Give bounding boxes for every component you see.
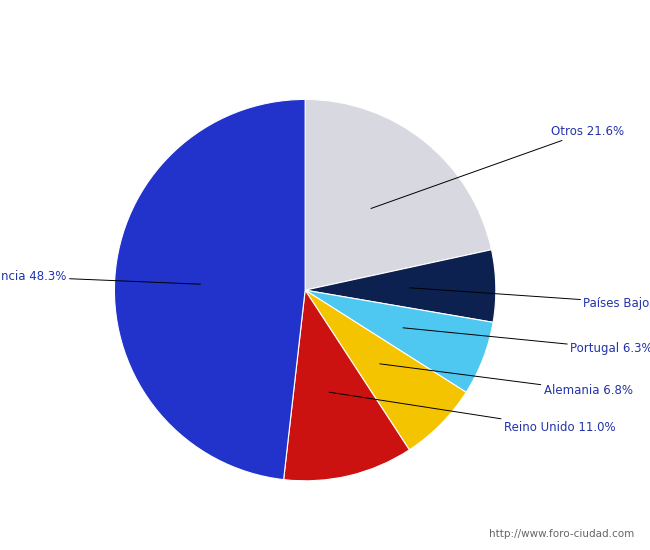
Text: Otros 21.6%: Otros 21.6% — [371, 125, 625, 208]
Wedge shape — [305, 100, 491, 290]
Text: Alemania 6.8%: Alemania 6.8% — [380, 364, 632, 397]
Wedge shape — [283, 290, 410, 481]
Wedge shape — [114, 100, 305, 480]
Wedge shape — [305, 250, 496, 322]
Text: http://www.foro-ciudad.com: http://www.foro-ciudad.com — [489, 529, 634, 539]
Text: Suances - Turistas extranjeros según país - Abril de 2024: Suances - Turistas extranjeros según paí… — [107, 10, 543, 27]
Text: Portugal 6.3%: Portugal 6.3% — [403, 328, 650, 355]
Text: Países Bajos 6.1%: Países Bajos 6.1% — [410, 288, 650, 310]
Text: Reino Unido 11.0%: Reino Unido 11.0% — [330, 392, 616, 434]
Wedge shape — [305, 290, 493, 392]
Text: Francia 48.3%: Francia 48.3% — [0, 271, 200, 284]
Wedge shape — [305, 290, 466, 450]
